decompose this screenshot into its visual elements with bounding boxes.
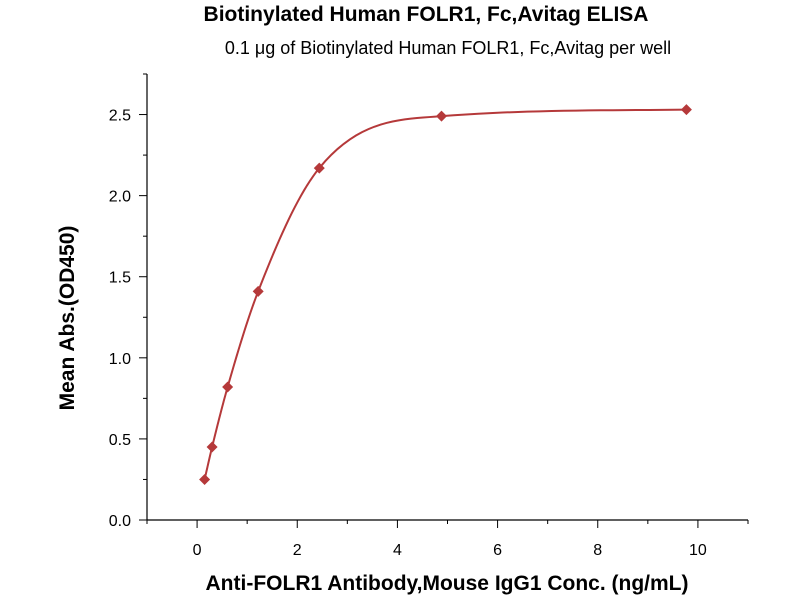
data-point <box>680 104 692 116</box>
data-point <box>435 110 447 122</box>
x-tick-label: 8 <box>593 542 602 559</box>
y-tick-label: 1.5 <box>109 270 131 287</box>
data-point <box>252 285 264 297</box>
x-tick-label: 2 <box>293 542 302 559</box>
x-tick-label: 0 <box>193 542 202 559</box>
y-tick-label: 2.0 <box>109 189 131 206</box>
y-axis-title: Mean Abs.(OD450) <box>56 226 79 411</box>
y-tick-label: 2.5 <box>109 108 131 125</box>
x-tick-label: 10 <box>689 542 707 559</box>
x-tick-label: 6 <box>493 542 502 559</box>
y-tick-label: 0.5 <box>109 432 131 449</box>
data-point <box>222 381 234 393</box>
data-point <box>313 162 325 174</box>
fit-curve-line <box>203 108 687 480</box>
chart-subtitle: 0.1 μg of Biotinylated Human FOLR1, Fc,A… <box>225 38 671 58</box>
fit-curve-layer <box>203 108 687 480</box>
data-point <box>206 441 218 453</box>
data-points-layer <box>199 104 692 485</box>
y-tick-label: 1.0 <box>109 351 131 368</box>
data-point <box>199 473 211 485</box>
axes: 0 2 4 6 8 10 0.0 0.5 1.0 1.5 2.0 2.5 <box>109 73 749 559</box>
chart-title: Biotinylated Human FOLR1, Fc,Avitag ELIS… <box>204 3 649 26</box>
x-axis-title: Anti-FOLR1 Antibody,Mouse IgG1 Conc. (ng… <box>206 572 689 595</box>
x-tick-label: 4 <box>393 542 402 559</box>
y-tick-label: 0.0 <box>109 513 131 530</box>
